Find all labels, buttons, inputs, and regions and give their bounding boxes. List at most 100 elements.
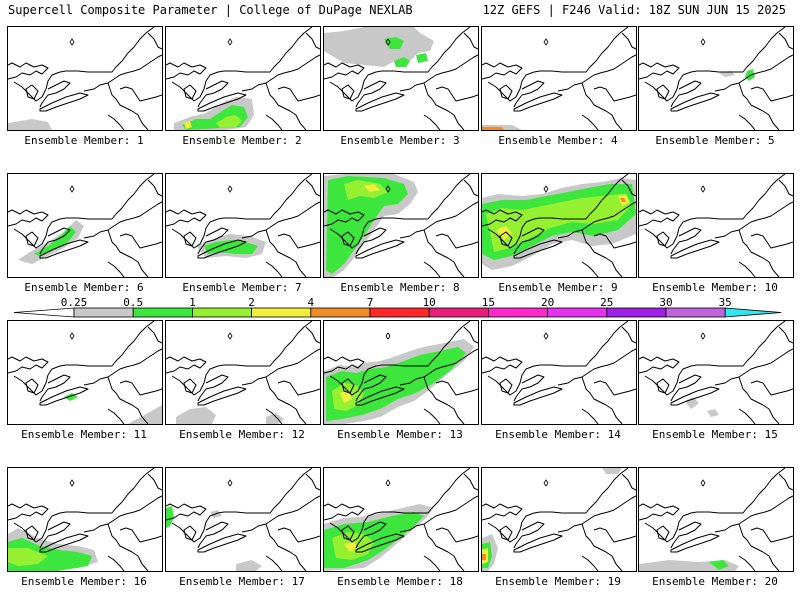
colorbar-tick-label: 25	[600, 296, 613, 309]
member-map-svg	[166, 321, 320, 424]
member-map-svg	[166, 468, 320, 571]
map-title: Supercell Composite Parameter | College …	[8, 3, 413, 17]
member-label-13: Ensemble Member: 13	[337, 428, 463, 441]
member-label-7: Ensemble Member: 7	[182, 281, 302, 294]
member-label-4: Ensemble Member: 4	[498, 134, 618, 147]
member-map-svg	[482, 468, 636, 571]
colorbar-segment	[251, 307, 312, 318]
ensemble-member-map-14	[481, 320, 637, 425]
colorbar-left-tip	[13, 307, 75, 318]
member-map-svg	[482, 27, 636, 130]
ensemble-member-map-4	[481, 26, 637, 131]
scp-shading	[344, 542, 358, 552]
colorbar-tick-label: 1	[189, 296, 196, 309]
member-map-svg	[482, 174, 636, 277]
scp-shading	[8, 119, 52, 130]
colorbar-segment	[310, 307, 371, 318]
member-label-14: Ensemble Member: 14	[495, 428, 621, 441]
colorbar-segment	[665, 307, 726, 318]
member-map-svg	[639, 27, 793, 130]
colorbar-segment	[191, 307, 252, 318]
colorbar-tick-label: 15	[482, 296, 495, 309]
ensemble-member-map-15	[638, 320, 794, 425]
member-label-18: Ensemble Member: 18	[337, 575, 463, 588]
scp-shading	[340, 391, 352, 403]
member-map-svg	[8, 468, 162, 571]
basemap-outline	[639, 321, 793, 424]
member-label-17: Ensemble Member: 17	[179, 575, 305, 588]
colorbar-tick-label: 7	[367, 296, 374, 309]
ensemble-member-map-13	[323, 320, 479, 425]
colorbar-segment	[606, 307, 667, 318]
colorbar-tick-label: 0.5	[123, 296, 143, 309]
member-map-svg	[639, 468, 793, 571]
scp-shading	[216, 115, 242, 128]
scp-shading	[34, 226, 76, 256]
basemap-outline	[166, 321, 320, 424]
basemap-outline	[324, 174, 478, 277]
scp-shading	[344, 180, 388, 200]
colorbar-tick-label: 20	[541, 296, 554, 309]
scp-shading	[707, 409, 719, 417]
scp-shading	[326, 347, 466, 421]
model-run-info: 12Z GEFS | F246 Valid: 18Z SUN JUN 15 20…	[482, 3, 786, 17]
scp-shading	[709, 560, 729, 570]
ensemble-member-map-8	[323, 173, 479, 278]
scp-shading	[394, 57, 410, 67]
member-label-10: Ensemble Member: 10	[652, 281, 778, 294]
basemap-outline	[639, 174, 793, 277]
scp-shading	[602, 468, 622, 474]
colorbar-tick-label: 10	[423, 296, 436, 309]
scp-shading	[324, 27, 434, 67]
colorbar-segment	[73, 307, 134, 318]
basemap-outline	[482, 174, 636, 277]
member-map-svg	[8, 27, 162, 130]
colorbar-segment	[547, 307, 608, 318]
member-map-svg	[166, 174, 320, 277]
scp-shading	[482, 127, 504, 130]
member-label-15: Ensemble Member: 15	[652, 428, 778, 441]
member-map-svg	[639, 321, 793, 424]
basemap-outline	[482, 27, 636, 130]
member-map-svg	[8, 321, 162, 424]
scp-shading	[184, 121, 192, 129]
member-map-svg	[324, 321, 478, 424]
colorbar-tick-label: 35	[719, 296, 732, 309]
scp-shading	[685, 397, 699, 409]
member-label-20: Ensemble Member: 20	[652, 575, 778, 588]
basemap-outline	[324, 468, 478, 571]
colorbar-segment	[487, 307, 548, 318]
scp-shading	[745, 69, 755, 81]
basemap-outline	[639, 468, 793, 571]
basemap-outline	[324, 27, 478, 130]
ensemble-member-map-20	[638, 467, 794, 572]
ensemble-member-map-17	[165, 467, 321, 572]
member-map-svg	[324, 174, 478, 277]
scp-shading	[326, 176, 408, 274]
basemap-outline	[482, 321, 636, 424]
scp-shading	[128, 405, 162, 424]
member-label-12: Ensemble Member: 12	[179, 428, 305, 441]
member-label-2: Ensemble Member: 2	[182, 134, 302, 147]
scp-shading	[482, 554, 486, 560]
colorbar-tick-label: 30	[659, 296, 672, 309]
member-label-11: Ensemble Member: 11	[21, 428, 147, 441]
basemap-outline	[166, 174, 320, 277]
ensemble-member-map-12	[165, 320, 321, 425]
colorbar-segment	[132, 307, 193, 318]
member-label-5: Ensemble Member: 5	[655, 134, 775, 147]
colorbar-tick-label: 4	[307, 296, 314, 309]
member-map-svg	[8, 174, 162, 277]
member-label-6: Ensemble Member: 6	[24, 281, 144, 294]
ensemble-member-map-5	[638, 26, 794, 131]
colorbar-tick-label: 2	[248, 296, 255, 309]
scp-shading	[416, 53, 428, 63]
ensemble-member-map-11	[7, 320, 163, 425]
basemap-outline	[639, 27, 793, 130]
scp-shading	[8, 548, 48, 566]
scp-shading	[166, 506, 174, 528]
ensemble-member-map-9	[481, 173, 637, 278]
scp-shading	[236, 560, 262, 571]
colorbar-segment	[369, 307, 430, 318]
member-map-svg	[639, 174, 793, 277]
